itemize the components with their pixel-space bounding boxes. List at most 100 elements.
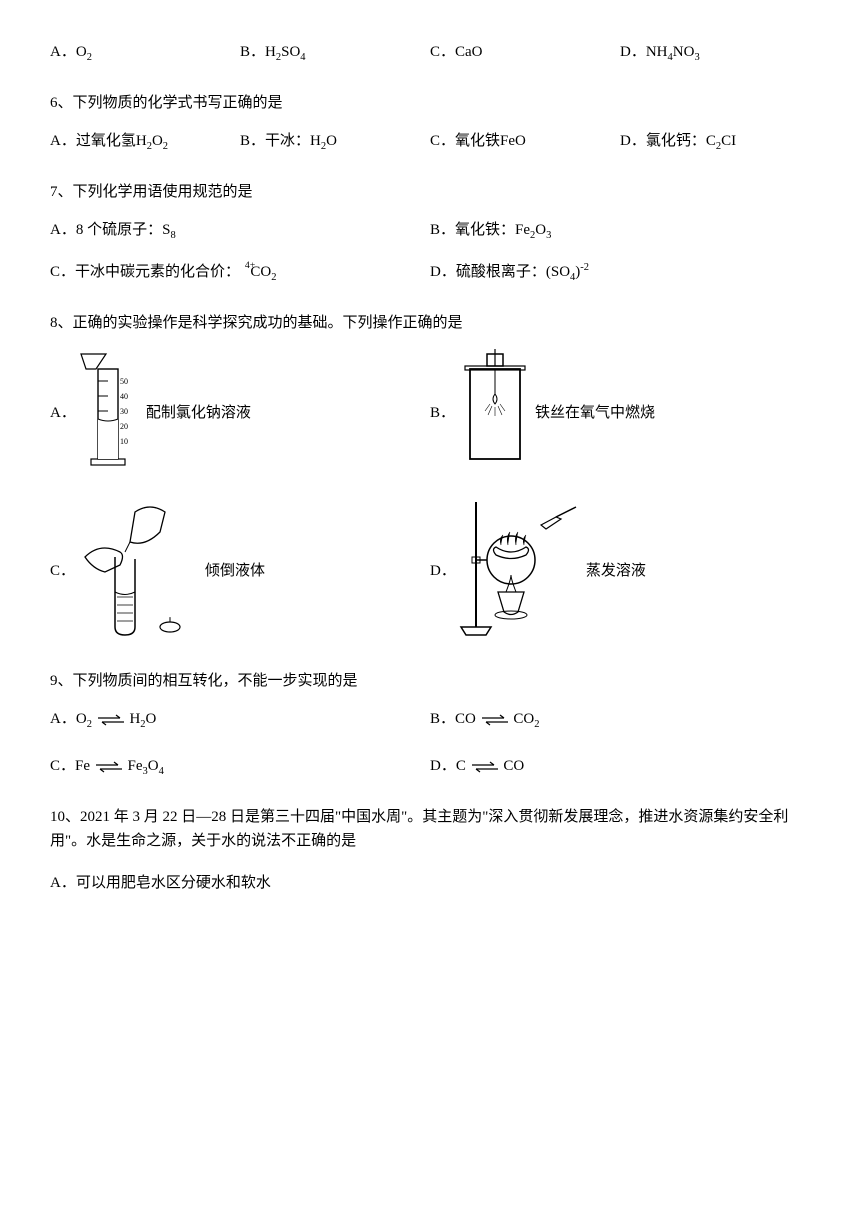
q6-options: A．过氧化氢H2O2 B．干冰：H2O C．氧化铁FeO D．氯化钙：C2CI (50, 129, 810, 156)
opt-letter: A． (50, 222, 76, 238)
opt-caption: 蒸发溶液 (586, 559, 646, 583)
q8-row1: A． 50 40 30 20 10 配制氯化钠溶液 B． (50, 349, 810, 477)
equilibrium-icon (470, 761, 500, 773)
opt-letter: D． (620, 44, 646, 60)
opt-letter: C． (430, 44, 455, 60)
q8-opt-c: C． 倾倒液体 (50, 497, 430, 645)
opt-letter: B． (240, 44, 265, 60)
opt-caption: 倾倒液体 (205, 559, 265, 583)
opt-letter: B． (240, 133, 265, 149)
formula-sub: 3 (546, 230, 551, 241)
q8-opt-a: A． 50 40 30 20 10 配制氯化钠溶液 (50, 349, 430, 477)
q6-opt-a: A．过氧化氢H2O2 (50, 129, 240, 156)
q10: 10、2021 年 3 月 22 日—28 日是第三十四届"中国水周"。其主题为… (50, 805, 810, 895)
opt-letter: A． (50, 875, 76, 891)
q9-opt-a: A．O2 H2O (50, 707, 430, 734)
formula-base: H (136, 133, 147, 149)
opt-letter: D． (430, 758, 456, 774)
q9: 9、下列物质间的相互转化，不能一步实现的是 A．O2 H2O B．CO CO2 … (50, 669, 810, 781)
opt-letter: D． (430, 264, 456, 280)
formula: CaO (455, 44, 483, 60)
q7-opt-a: A．8 个硫原子：S8 (50, 218, 430, 245)
opt-caption: 铁丝在氧气中燃烧 (535, 401, 655, 425)
q6: 6、下列物质的化学式书写正确的是 A．过氧化氢H2O2 B．干冰：H2O C．氧… (50, 91, 810, 156)
formula-sub: 2 (534, 719, 539, 730)
equilibrium-icon (96, 714, 126, 726)
formula: FeO (500, 133, 526, 149)
equilibrium-icon (480, 714, 510, 726)
q9-opt-b: B．CO CO2 (430, 707, 810, 734)
formula-base: SO (281, 44, 300, 60)
opt-letter: C． (50, 559, 75, 583)
opt-text: 干冰中碳元素的化合价： (75, 264, 240, 280)
formula-sub: 2 (271, 272, 276, 283)
q9-row2: C．Fe Fe3O4 D．C CO (50, 754, 810, 781)
opt-letter: A． (50, 133, 76, 149)
graduated-cylinder-icon: 50 40 30 20 10 (76, 349, 146, 477)
formula-base: O (535, 222, 546, 238)
svg-text:20: 20 (120, 422, 128, 431)
q7-opt-c: C．干冰中碳元素的化合价：4+CO2 (50, 260, 430, 287)
formula-sub: 4 (159, 766, 164, 777)
formula-base: H (129, 711, 140, 727)
oxidation-top: 4+ (245, 260, 255, 271)
q8-text: 8、正确的实验操作是科学探究成功的基础。下列操作正确的是 (50, 311, 810, 335)
opt-text: 氧化铁 (455, 133, 500, 149)
opt-text: 干冰： (265, 133, 310, 149)
formula-sub: 2 (163, 141, 168, 152)
q8-opt-d: D． (430, 497, 810, 645)
formula-base: O (76, 44, 87, 60)
opt-caption: 配制氯化钠溶液 (146, 401, 251, 425)
q7-text: 7、下列化学用语使用规范的是 (50, 180, 810, 204)
formula-base: O (152, 133, 163, 149)
q5-opt-b: B．H2SO4 (240, 40, 430, 67)
formula-sub: 4 (300, 52, 305, 63)
q9-opt-c: C．Fe Fe3O4 (50, 754, 430, 781)
formula-sub: 8 (170, 230, 175, 241)
opt-letter: C． (50, 264, 75, 280)
opt-letter: A． (50, 44, 76, 60)
q7-opt-b: B．氧化铁：Fe2O3 (430, 218, 810, 245)
opt-text: 硫酸根离子： (456, 264, 546, 280)
q6-opt-d: D．氯化钙：C2CI (620, 129, 810, 156)
formula-base: NO (673, 44, 695, 60)
q8: 8、正确的实验操作是科学探究成功的基础。下列操作正确的是 A． 50 40 30… (50, 311, 810, 645)
formula-sub: 3 (694, 52, 699, 63)
pouring-liquid-icon (75, 497, 205, 645)
opt-text: 氯化钙： (646, 133, 706, 149)
q10-text: 10、2021 年 3 月 22 日—28 日是第三十四届"中国水周"。其主题为… (50, 805, 810, 853)
gas-jar-icon (455, 349, 535, 477)
formula-base: Fe (128, 758, 143, 774)
formula-base: CO (455, 711, 476, 727)
svg-text:40: 40 (120, 392, 128, 401)
formula-base: C (706, 133, 716, 149)
formula-base: CO (513, 711, 534, 727)
formula-base: Fe (75, 758, 90, 774)
q9-text: 9、下列物质间的相互转化，不能一步实现的是 (50, 669, 810, 693)
evaporating-dish-icon (456, 497, 586, 645)
formula-sub: 2 (87, 719, 92, 730)
formula-base: SO (551, 264, 570, 280)
q5-options: A．O2 B．H2SO4 C．CaO D．NH4NO3 (50, 40, 810, 67)
svg-text:50: 50 (120, 377, 128, 386)
opt-letter: D． (430, 559, 456, 583)
opt-text: 可以用肥皂水区分硬水和软水 (76, 875, 271, 891)
q6-opt-b: B．干冰：H2O (240, 129, 430, 156)
opt-letter: C． (430, 133, 455, 149)
opt-text: 8 个硫原子：S (76, 222, 171, 238)
opt-letter: B． (430, 401, 455, 425)
formula-base: Fe (515, 222, 530, 238)
q9-row1: A．O2 H2O B．CO CO2 (50, 707, 810, 734)
formula-base: O (76, 711, 87, 727)
formula-base: H (265, 44, 276, 60)
q7-row2: C．干冰中碳元素的化合价：4+CO2 D．硫酸根离子：(SO4)-2 (50, 260, 810, 287)
q10-opt-a: A．可以用肥皂水区分硬水和软水 (50, 871, 810, 895)
formula-base: C (456, 758, 466, 774)
q5-opt-a: A．O2 (50, 40, 240, 67)
opt-letter: C． (50, 758, 75, 774)
formula-base: H (310, 133, 321, 149)
opt-letter: A． (50, 711, 76, 727)
q6-text: 6、下列物质的化学式书写正确的是 (50, 91, 810, 115)
q7-opt-d: D．硫酸根离子：(SO4)-2 (430, 260, 810, 287)
formula-base: O (326, 133, 337, 149)
